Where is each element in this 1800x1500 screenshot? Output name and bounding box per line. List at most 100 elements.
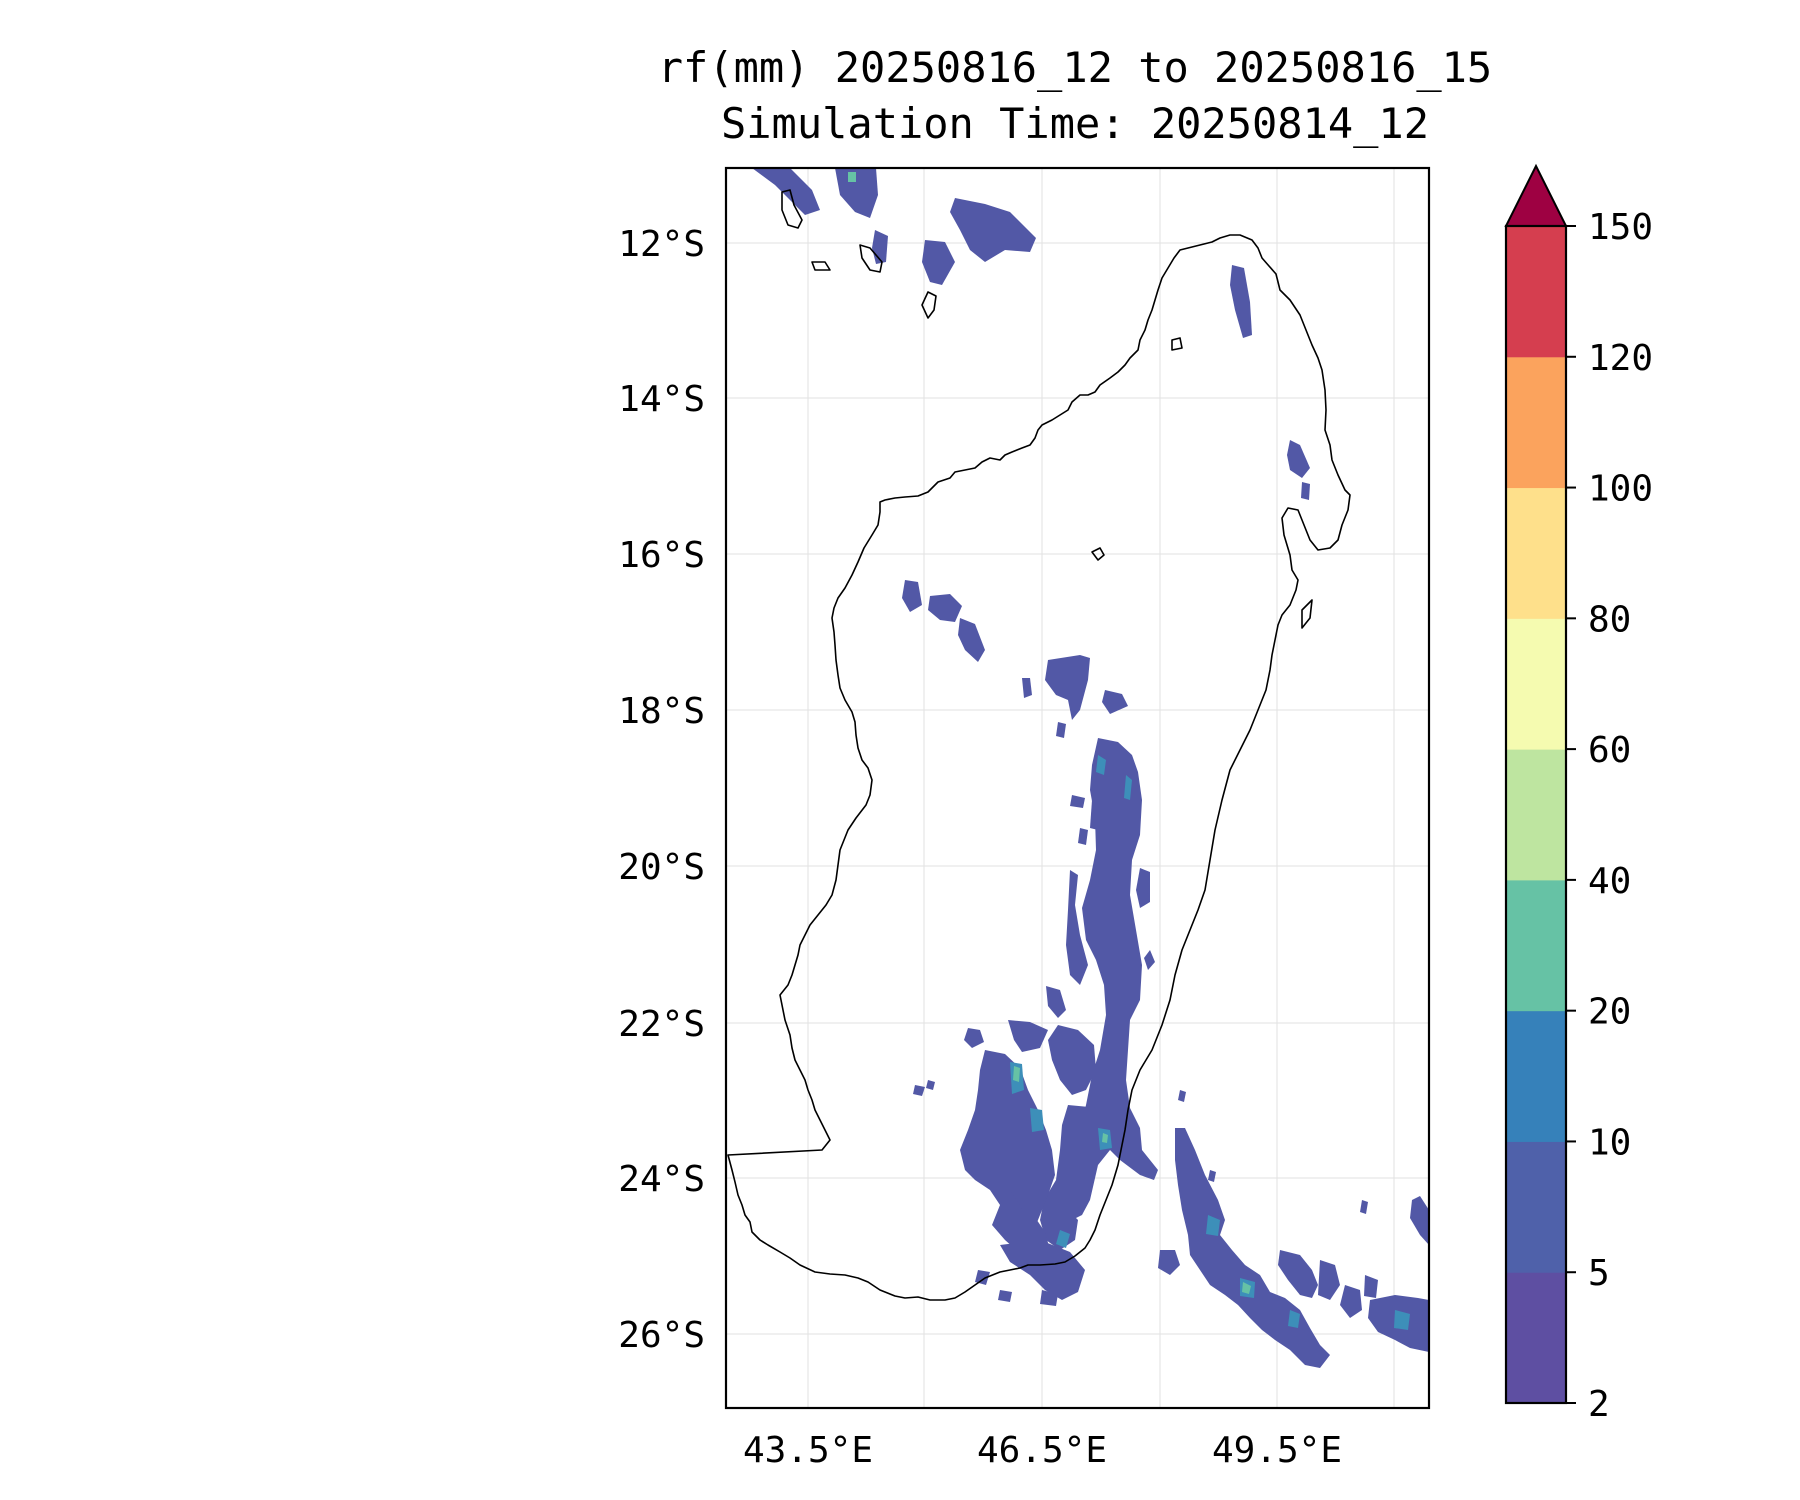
rain-peak (1102, 1133, 1108, 1143)
rain-core (1124, 775, 1132, 800)
rain-cell (1066, 870, 1088, 985)
colorbar-frame (1504, 224, 1568, 1405)
madagascar-coastline (727, 234, 1351, 1301)
island-outline (811, 261, 831, 271)
lon-tick-label: 46.5°E (977, 1430, 1107, 1471)
rain-cell (1070, 795, 1085, 808)
rain-cell (1040, 1105, 1110, 1250)
rain-cell (1136, 868, 1150, 908)
rain-cell (1056, 722, 1066, 738)
rain-cell (1046, 986, 1066, 1018)
rain-core (1288, 1310, 1300, 1328)
rain-cell (1022, 678, 1032, 698)
map-frame (724, 166, 1431, 1410)
rain-cell (958, 618, 985, 662)
rain-cell (913, 1085, 925, 1096)
rain-cell (1008, 1020, 1048, 1052)
rain-cell (950, 198, 1036, 262)
rain-cell (1301, 482, 1310, 500)
colorbar-tick-label: 2 (1588, 1384, 1610, 1425)
rain-cell (998, 1290, 1012, 1302)
rain-cell (1090, 800, 1100, 830)
rain-cell (1340, 1285, 1362, 1318)
map-title-line1: rf(mm) 20250816_12 to 20250816_15 (657, 43, 1493, 92)
lon-tick-label: 43.5°E (743, 1430, 873, 1471)
lat-tick-label: 20°S (618, 847, 705, 888)
rain-cell (926, 1080, 935, 1090)
colorbar-tick-label: 60 (1588, 730, 1631, 771)
colorbar-segment (1506, 879, 1566, 1012)
island-outline (1301, 599, 1313, 629)
colorbar-tick-label: 20 (1588, 992, 1631, 1033)
lat-tick-label: 14°S (618, 379, 705, 420)
rain-cell (1005, 1160, 1048, 1210)
island-outline (921, 291, 937, 319)
rain-cell (1078, 828, 1088, 845)
colorbar-segment (1506, 226, 1566, 358)
rain-cell (1048, 1025, 1096, 1095)
map-title-line2: Simulation Time: 20250814_12 (720, 99, 1429, 148)
rainfall-field (752, 168, 1429, 1368)
rain-cell (1178, 1090, 1186, 1102)
rain-peak (848, 172, 856, 182)
rain-cell (1230, 265, 1252, 338)
rain-core (1394, 1310, 1410, 1330)
rain-cell (975, 1270, 990, 1285)
colorbar-segment (1506, 1010, 1566, 1142)
colorbar-extend-arrow (1504, 163, 1568, 227)
rain-core (1030, 1108, 1044, 1132)
island-outline (1171, 337, 1183, 351)
lat-tick-label: 16°S (618, 535, 705, 576)
rain-cell (1175, 1128, 1330, 1368)
rain-cell (1208, 1170, 1216, 1182)
rain-core (1096, 755, 1106, 775)
colorbar-tick-label: 40 (1588, 861, 1631, 902)
rain-core (1206, 1215, 1220, 1236)
colorbar-tick-label: 80 (1588, 599, 1631, 640)
island-outline (859, 244, 883, 273)
rain-core (1056, 1230, 1070, 1248)
lat-tick-label: 26°S (618, 1315, 705, 1356)
rain-cell (1410, 1196, 1429, 1245)
rain-cell (835, 168, 878, 218)
rain-cell (1045, 655, 1090, 720)
rain-peak (1013, 1066, 1020, 1082)
rain-cell (1000, 1240, 1085, 1300)
rain-cell (1158, 1250, 1180, 1275)
lon-tick-label: 49.5°E (1212, 1430, 1342, 1471)
rain-cell (1062, 738, 1158, 1222)
rain-cell (1318, 1260, 1340, 1300)
lat-tick-label: 18°S (618, 691, 705, 732)
rain-cell (928, 594, 962, 622)
colorbar-segment (1506, 1272, 1566, 1404)
rain-peak (1242, 1282, 1251, 1294)
rain-cell (1364, 1275, 1378, 1298)
rain-cell (1298, 1335, 1312, 1352)
colorbar-tick-label: 100 (1588, 469, 1653, 510)
rain-cell (1360, 1200, 1368, 1214)
colorbar: 2 5 10 20 40 60 80 100 120 150 (1504, 163, 1653, 1425)
colorbar-segment (1506, 1141, 1566, 1273)
island-outline (781, 189, 803, 229)
coastlines (727, 189, 1351, 1301)
colorbar-segment (1506, 487, 1566, 619)
colorbar-tick-label: 5 (1588, 1253, 1610, 1294)
colorbar-segment (1506, 356, 1566, 489)
colorbar-tick-label: 120 (1588, 338, 1653, 379)
rain-cell (964, 1028, 984, 1048)
rain-cell (1287, 440, 1310, 478)
rain-cell (1040, 1290, 1058, 1306)
island-outline (1091, 547, 1105, 561)
colorbar-segment (1506, 618, 1566, 750)
rain-cell (922, 240, 955, 285)
rain-cell (1278, 1250, 1318, 1298)
colorbar-tick-label: 150 (1588, 207, 1653, 248)
colorbar-segment (1506, 749, 1566, 881)
rain-cell (902, 580, 922, 612)
lat-tick-label: 22°S (618, 1004, 705, 1045)
rain-cell (1102, 690, 1128, 714)
lat-tick-label: 24°S (618, 1159, 705, 1200)
lat-tick-label: 12°S (618, 224, 705, 265)
colorbar-tick-label: 10 (1588, 1122, 1631, 1163)
